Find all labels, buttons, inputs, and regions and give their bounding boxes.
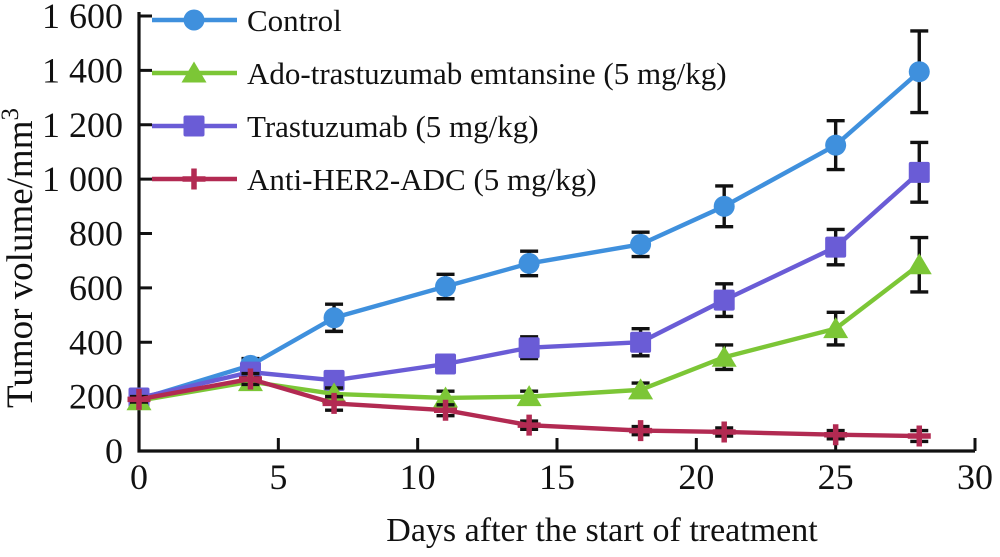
data-point bbox=[628, 378, 654, 400]
data-point bbox=[823, 317, 849, 339]
data-point bbox=[711, 345, 737, 367]
x-tick-label: 15 bbox=[539, 457, 575, 497]
legend-marker bbox=[183, 9, 205, 31]
data-point bbox=[907, 425, 931, 447]
data-point bbox=[825, 236, 847, 258]
legend-label: Trastuzumab (5 mg/kg) bbox=[247, 109, 539, 144]
y-tick-label: 200 bbox=[69, 377, 123, 417]
legend-label: Anti-HER2-ADC (5 mg/kg) bbox=[247, 162, 597, 197]
x-tick-label: 5 bbox=[269, 457, 287, 497]
data-point bbox=[630, 233, 652, 255]
y-tick-label: 1 600 bbox=[42, 0, 123, 36]
data-point bbox=[238, 368, 262, 390]
legend-item: Ado-trastuzumab emtansine (5 mg/kg) bbox=[152, 56, 727, 91]
x-tick-label: 0 bbox=[130, 457, 148, 497]
x-tick-label: 30 bbox=[957, 457, 993, 497]
data-point bbox=[908, 61, 930, 83]
data-point bbox=[323, 369, 345, 391]
data-point bbox=[516, 385, 542, 407]
x-axis-title: Days after the start of treatment bbox=[386, 512, 818, 549]
y-tick-label: 1 400 bbox=[42, 50, 123, 90]
y-tick-label: 400 bbox=[69, 322, 123, 362]
data-point bbox=[434, 399, 458, 421]
data-point bbox=[629, 420, 653, 442]
y-tick-label: 1 000 bbox=[42, 159, 123, 199]
data-point bbox=[713, 195, 735, 217]
data-point bbox=[713, 289, 735, 311]
data-point bbox=[127, 388, 151, 410]
data-point bbox=[906, 253, 932, 275]
legend-item: Anti-HER2-ADC (5 mg/kg) bbox=[152, 162, 597, 197]
data-point bbox=[908, 161, 930, 183]
y-tick-label: 600 bbox=[69, 268, 123, 308]
data-point bbox=[435, 353, 457, 375]
y-tick-label: 0 bbox=[105, 431, 123, 471]
data-point bbox=[630, 331, 652, 353]
x-tick-label: 25 bbox=[818, 457, 854, 497]
data-point bbox=[824, 424, 848, 446]
data-point bbox=[323, 307, 345, 329]
x-tick-label: 10 bbox=[400, 457, 436, 497]
y-axis-title: Tumor volume/mm3 bbox=[0, 108, 41, 408]
data-point bbox=[712, 421, 736, 443]
legend-marker bbox=[183, 115, 205, 137]
legend-label: Control bbox=[247, 3, 342, 38]
legend-item: Control bbox=[152, 3, 342, 38]
data-point bbox=[518, 252, 540, 274]
data-point bbox=[322, 392, 346, 414]
legend-item: Trastuzumab (5 mg/kg) bbox=[152, 109, 539, 144]
data-point bbox=[433, 386, 459, 408]
data-point bbox=[518, 337, 540, 359]
legend-marker bbox=[181, 61, 207, 83]
x-tick-label: 20 bbox=[678, 457, 714, 497]
y-tick-label: 800 bbox=[69, 214, 123, 254]
data-point bbox=[435, 276, 457, 298]
data-point bbox=[825, 134, 847, 156]
data-point bbox=[517, 414, 541, 436]
legend-marker bbox=[182, 168, 206, 190]
y-tick-label: 1 200 bbox=[42, 105, 123, 145]
legend-label: Ado-trastuzumab emtansine (5 mg/kg) bbox=[247, 56, 727, 91]
